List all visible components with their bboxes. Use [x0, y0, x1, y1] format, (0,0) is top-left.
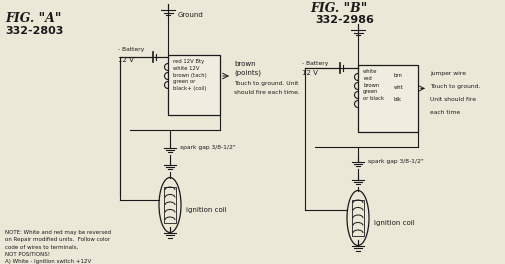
Bar	[168, 55, 220, 115]
Text: red 12V Bty
white 12V
brown (tach)
green or
black+ (coil): red 12V Bty white 12V brown (tach) green…	[173, 59, 207, 91]
Text: brn: brn	[394, 73, 403, 78]
Bar	[352, 200, 364, 236]
Text: - Battery: - Battery	[302, 60, 328, 65]
Text: should fire each time.: should fire each time.	[234, 90, 300, 95]
Text: - Battery: - Battery	[118, 48, 144, 53]
Text: ignition coil: ignition coil	[374, 220, 415, 226]
Text: FIG. "B": FIG. "B"	[310, 2, 367, 15]
Bar	[358, 65, 418, 132]
Text: NOTE: White and red may be reversed
on Repair modified units.  Follow color
code: NOTE: White and red may be reversed on R…	[5, 230, 111, 264]
Text: FIG. "A": FIG. "A"	[5, 12, 62, 25]
Text: 12 V: 12 V	[302, 70, 318, 76]
Text: wht: wht	[394, 85, 404, 90]
Text: brown: brown	[234, 61, 256, 67]
Text: Touch to ground.: Touch to ground.	[430, 84, 480, 89]
Text: ignition coil: ignition coil	[186, 207, 227, 213]
Text: Unit should fire: Unit should fire	[430, 97, 476, 102]
Text: Touch to ground. Unit: Touch to ground. Unit	[234, 81, 298, 86]
Text: spark gap 3/8-1/2": spark gap 3/8-1/2"	[368, 159, 424, 164]
Text: white
red
brown
green
or black: white red brown green or black	[363, 69, 384, 101]
Text: 332-2803: 332-2803	[5, 26, 63, 36]
Text: blk: blk	[394, 97, 402, 102]
Text: 332-2986: 332-2986	[315, 15, 374, 25]
Bar	[164, 187, 176, 223]
Text: (points): (points)	[234, 70, 261, 77]
Text: spark gap 3/8-1/2": spark gap 3/8-1/2"	[180, 145, 236, 150]
Text: each time: each time	[430, 110, 460, 115]
Text: 12 V: 12 V	[118, 57, 134, 63]
Text: Ground: Ground	[178, 12, 204, 18]
Text: jumper wire: jumper wire	[430, 71, 466, 76]
